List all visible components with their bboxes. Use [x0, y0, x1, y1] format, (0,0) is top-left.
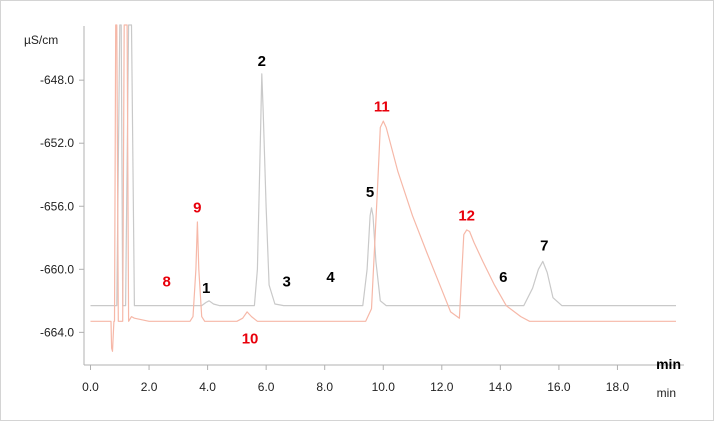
peak-label-5: 5 [366, 184, 374, 201]
chart-series [90, 24, 676, 352]
peak-label-2: 2 [258, 53, 266, 70]
x-tick-label: 4.0 [199, 380, 216, 394]
y-tick-label: -664.0 [40, 325, 74, 339]
x-axis-unit: min [657, 386, 676, 400]
y-tick-label: -656.0 [40, 199, 74, 213]
peak-label-4: 4 [326, 269, 335, 286]
y-tick-label: -652.0 [40, 136, 74, 150]
peak-label-10: 10 [242, 330, 259, 347]
x-tick-label: 2.0 [141, 380, 158, 394]
peak-label-3: 3 [282, 274, 290, 291]
x-tick-label: 10.0 [372, 380, 396, 394]
y-axis-unit: µS/cm [24, 33, 58, 47]
x-tick-label: 14.0 [489, 380, 513, 394]
trace-2 [90, 24, 676, 352]
y-tick-label: -660.0 [40, 262, 74, 276]
x-tick-label: 0.0 [82, 380, 99, 394]
x-tick-label: 12.0 [430, 380, 454, 394]
x-tick-label: 6.0 [258, 380, 275, 394]
peak-label-9: 9 [193, 200, 201, 217]
chart-axes: -648.0 -652.0 -656.0 -660.0 -664.0 µS/cm 0.0 2.… [24, 26, 684, 400]
x-axis-unit-bold: min [656, 356, 681, 372]
x-tick-label: 16.0 [547, 380, 571, 394]
peak-label-12: 12 [458, 207, 475, 224]
peak-label-6: 6 [499, 269, 507, 286]
peak-label-1: 1 [202, 280, 210, 297]
peak-label-7: 7 [540, 237, 548, 254]
y-tick-label: -648.0 [40, 73, 74, 87]
trace-1 [90, 24, 676, 307]
x-tick-label: 8.0 [316, 380, 333, 394]
peak-label-8: 8 [162, 274, 170, 291]
peak-label-11: 11 [374, 99, 390, 116]
x-tick-label: 18.0 [606, 380, 630, 394]
